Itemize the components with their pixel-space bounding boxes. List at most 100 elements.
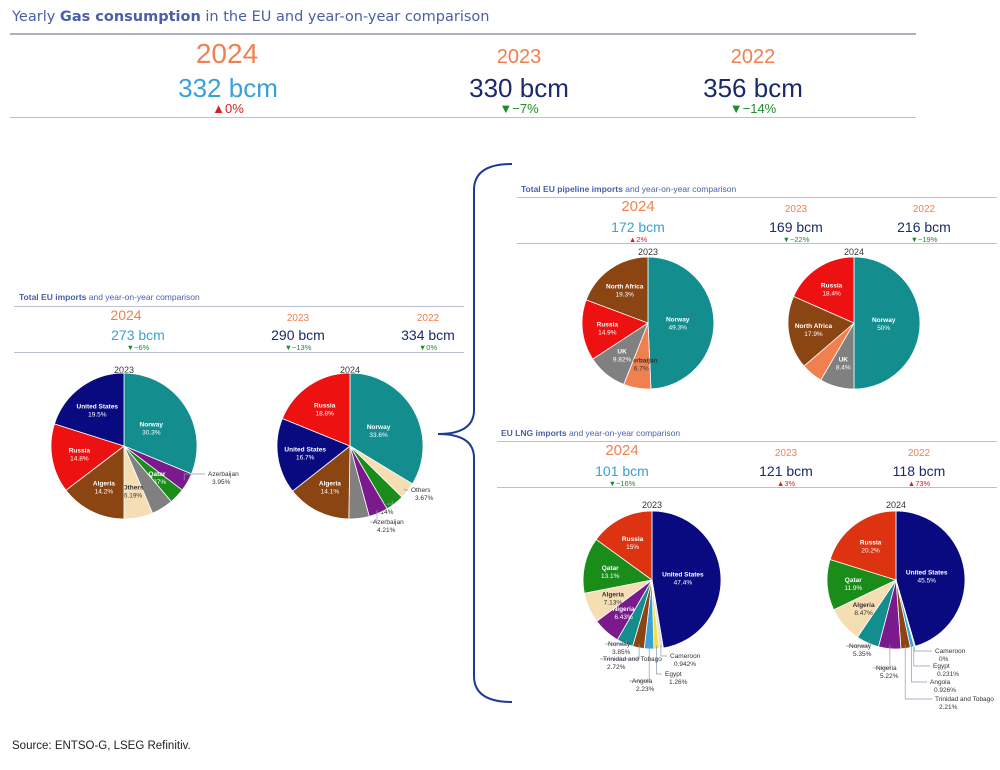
pie-leader-norway [605,640,627,645]
lng-year-2022: 2022 [907,448,931,459]
lng-pie-2024-year: 2024 [885,500,907,510]
lng-imports-title: EU LNG imports and year-on-year comparis… [501,428,681,438]
pie-value-norway: 50% [877,325,890,332]
total-imports-value-2024: 273 bcm [111,327,165,343]
pie-label-egypt: Egypt [665,671,682,678]
header-top-rule [10,33,916,35]
consumption-change-2022: ▼−14% [729,101,777,116]
consumption-value-2022: 356 bcm [703,73,803,103]
pie-label-norway: Norway [140,422,164,429]
pie-label-qatar: Qatar [602,565,619,572]
pie-value-angola: 0.926% [934,687,956,694]
lng-change-2023: ▲3% [776,479,796,488]
pie-value-azerbaijan: 6.7% [634,365,649,372]
pie-slice-united-states [895,510,966,647]
pie-value-russia: 18.4% [822,291,841,298]
pie-value-uk: 9.82% [613,357,632,364]
pie-value-algeria: 8.47% [854,610,873,617]
pie-slice-russia [595,510,653,581]
consumption-change-2024: ▲0% [212,101,244,116]
pie-value-qatar: 3.37% [148,479,167,486]
pie-label-uk: UK [617,349,627,356]
consumption-value-2024: 332 bcm [178,73,278,103]
consumption-year-2023: 2023 [496,46,542,68]
pie-label-azerbaijan: Azerbaijan [373,519,404,526]
pie-label-uk: UK [839,357,849,364]
pie-value-united-states: 16.7% [296,454,315,461]
pie-value-qatar: 13.1% [601,573,620,580]
pie-value-norway: 49.3% [668,324,687,331]
total-imports-year-2023: 2023 [286,313,310,324]
pie-value-nigeria: 5.22% [880,673,899,680]
pipeline-value-2022: 216 bcm [897,219,951,235]
pie-label-north-africa: North Africa [606,283,644,290]
consumption-change-2023: ▼−7% [499,101,539,116]
pie-value-others: 6.19% [124,492,143,499]
pie-value-uk: 8.4% [836,365,851,372]
pie-label-united-states: United States [662,571,704,578]
pie-label-algeria: Algeria [853,602,875,609]
pie-label-norway: Norway [367,424,391,431]
pie-value-algeria: 7.13% [604,599,623,606]
pie-value-russia: 15% [626,544,639,551]
pie-label-russia: Russia [860,540,882,547]
consumption-value-2023: 330 bcm [469,73,569,103]
pie-label-united-states: United States [77,404,119,411]
pie-label-norway: Norway [666,316,690,323]
pie-slice-norway [123,372,198,475]
total-imports-year-2024: 2024 [110,307,142,323]
pie-label-russia: Russia [314,402,336,409]
total-imports-value-2022: 334 bcm [401,327,455,343]
pie-label-algeria: Algeria [602,591,624,598]
pie-leader-egypt [913,643,930,667]
pie-slice-norway [853,256,921,390]
pipeline-change-2022: ▼−19% [910,235,938,244]
pie-label-norway: Norway [872,317,896,324]
pie-value-united-states: 47.4% [674,579,693,586]
pie-leader-azerbaijan [370,509,378,523]
pie-slice-russia [581,299,649,360]
pie-label-azerbaijan: Azerbaijan [208,471,239,478]
pie-label-others: Others [123,484,144,491]
pie-label-russia: Russia [622,536,644,543]
pie-value-russia: 20.2% [861,548,880,555]
pipeline-change-2024: ▲2% [628,235,648,244]
pipeline-pie-2024-year: 2024 [843,247,865,257]
lng-change-2022: ▲73% [907,479,931,488]
pie-value-norway: 33.6% [369,432,388,439]
pie-label-others: Others [411,487,431,494]
pie-value-russia: 18.8% [315,410,334,417]
pie-label-azerbaijan: Azerbaijan [625,357,658,364]
section-bracket [437,163,513,703]
total-imports-title: Total EU imports and year-on-year compar… [19,292,200,302]
pie-slice-north-africa [787,295,855,367]
pie-slice-united-states [53,372,125,447]
pie-value-north-africa: 17.9% [804,331,823,338]
pie-leader-norway [846,639,870,647]
pipeline-top-rule [517,197,997,198]
pipeline-value-2023: 169 bcm [769,219,823,235]
pipeline-year-2022: 2022 [912,204,936,215]
pipeline-imports-title: Total EU pipeline imports and year-on-ye… [521,184,737,194]
pie-label-norway: Norway [608,641,631,648]
pie-label-qatar: Qatar [148,471,165,478]
pie-slice-russia [793,256,855,324]
total-imports-top-rule [14,306,464,307]
pipeline-value-2024: 172 bcm [611,219,665,235]
pie-value-nigeria: 6.43% [614,614,633,621]
total-imports-change-2023: ▼−13% [284,343,312,352]
pie-value-trinidad-and-tobago: 2.21% [939,704,958,711]
pie-value-qatar: 11.9% [844,585,862,592]
page-title: Yearly Gas consumption in the EU and yea… [12,9,490,25]
lng-value-2022: 118 bcm [892,463,946,479]
total-imports-pie-2024-year: 2024 [339,365,361,375]
pie-value-norway: 3.85% [612,649,631,656]
total-imports-pie-2023-year: 2023 [113,365,135,375]
lng-change-2024: ▼−16% [608,479,636,488]
total-imports-value-2023: 290 bcm [271,327,325,343]
lng-year-2023: 2023 [774,448,798,459]
